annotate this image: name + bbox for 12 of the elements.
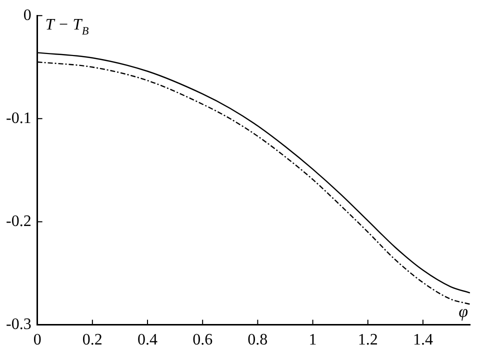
- y-tick-label: -0.1: [6, 110, 32, 127]
- y-tick-label: 0: [23, 6, 32, 24]
- y-tick-label: -0.2: [6, 212, 32, 230]
- x-tick-label: 0.2: [82, 332, 102, 349]
- x-tick-label: 1.4: [412, 332, 433, 349]
- x-tick-label: 0.4: [138, 332, 158, 349]
- x-axis-title: φ: [458, 302, 468, 321]
- x-tick-label: 1.2: [358, 332, 378, 349]
- x-tick-label: 0.8: [248, 332, 268, 349]
- x-tick-label: 1: [308, 332, 317, 349]
- y-tick-label: -0.3: [6, 316, 32, 334]
- x-tick-label: 0.6: [192, 332, 213, 349]
